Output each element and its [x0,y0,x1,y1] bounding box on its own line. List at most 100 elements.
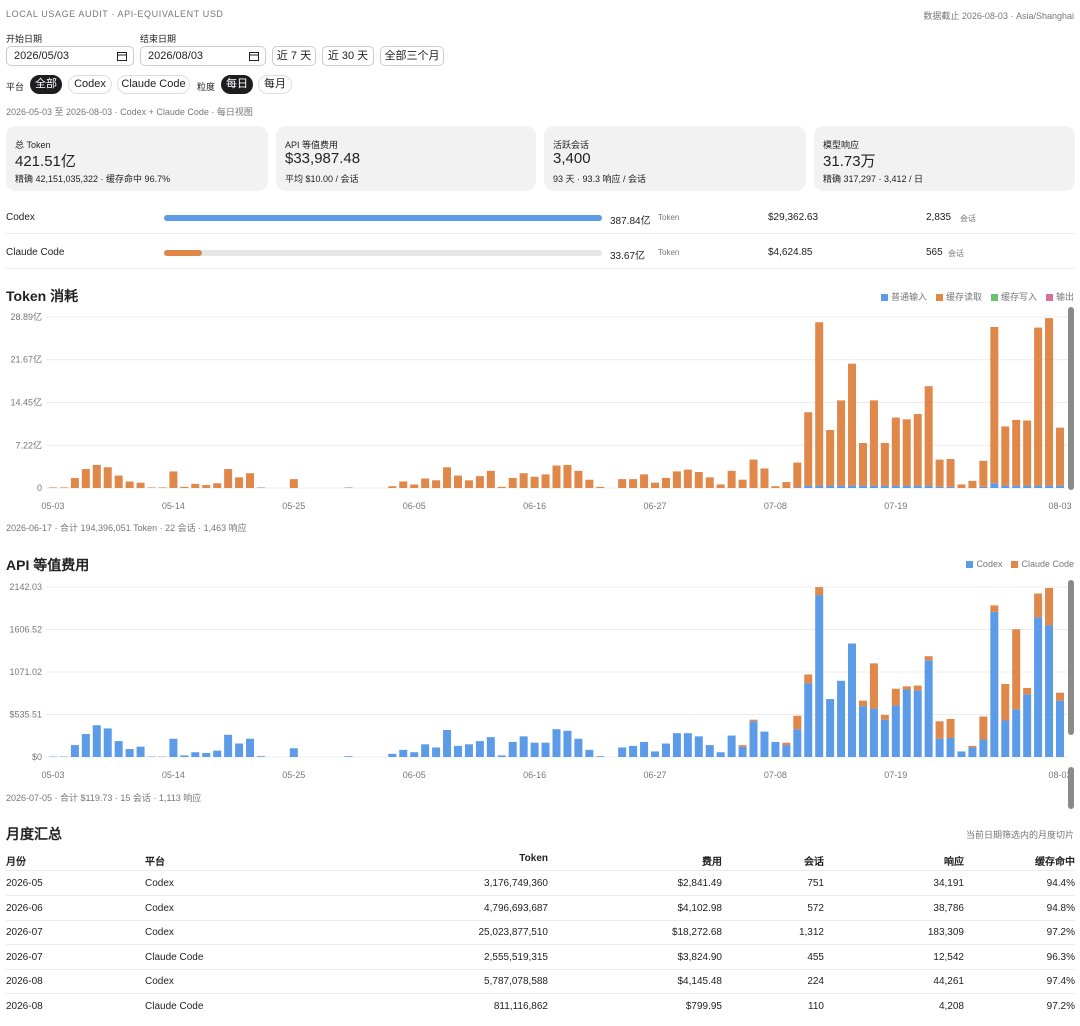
bar-segment [771,486,780,488]
bar-segment [902,686,911,690]
bar-segment [968,745,977,748]
bar-segment [837,485,846,488]
x-tick-label: 06-27 [643,770,666,780]
preset-button[interactable]: 全部三个月 [380,46,444,66]
bar-segment [180,755,189,757]
bar-segment [213,483,222,488]
bar-segment [815,595,824,757]
bar-segment [147,487,156,488]
legend-item: 缓存写入 [990,290,1037,303]
bar-segment [388,486,397,488]
x-tick-label: 05-25 [282,770,305,780]
table-cell: Claude Code [145,951,204,963]
monthly-note: 当前日期筛选内的月度切片 [965,830,1074,840]
x-tick-label: 06-16 [523,501,546,511]
bar-segment [202,753,211,757]
bar-segment [990,327,999,484]
bar-segment [1012,709,1021,757]
legend-item: 缓存读取 [935,290,982,303]
y-tick-label: 0 [37,483,42,493]
x-tick-label: 05-03 [41,770,64,780]
table-cell: 2026-06 [6,902,43,914]
bar-segment [224,734,233,757]
bar-segment [924,485,933,488]
table-cell: $3,824.90 [677,951,723,963]
granularity-pill[interactable]: 每日 [221,75,253,94]
bar-segment [672,733,681,757]
bar-segment [760,731,769,757]
bar-segment [70,477,79,488]
bar-segment [837,680,846,757]
bar-segment [486,470,495,488]
sessions: 2,835 [926,212,952,223]
bar-segment [1023,694,1032,757]
legend-label: 输出 [1055,292,1074,302]
platform-name: Codex [6,212,35,223]
x-tick-label: 05-03 [41,501,64,511]
bar-segment [990,611,999,757]
bar-segment [902,419,911,486]
platform-pill[interactable]: Claude Code [117,75,190,94]
platform-pill[interactable]: Codex [68,75,112,94]
bar-segment [1045,587,1054,626]
granularity-pill[interactable]: 每月 [258,75,292,94]
bar-segment [858,700,867,707]
bar-segment [464,744,473,757]
x-tick-label: 07-08 [764,501,787,511]
bar-segment [716,484,725,488]
x-tick-label: 05-14 [162,770,185,780]
legend-item: 输出 [1045,290,1074,303]
bar-segment [563,730,572,757]
header-separator [6,870,1075,871]
bar-fill [164,215,602,221]
row-separator [6,919,1075,921]
table-cell: 183,309 [927,927,964,939]
bar-segment [858,706,867,757]
bar-segment [541,742,550,757]
y-tick-label: 28.89亿 [10,311,42,322]
bar-segment [793,462,802,488]
bar-segment [136,482,145,488]
column-header: 会话 [804,857,824,868]
preset-button[interactable]: 近 7 天 [272,46,316,66]
bar-segment [880,719,889,757]
bar-segment [443,730,452,757]
table-cell: 97.2% [1046,927,1075,939]
table-cell: 12,542 [933,951,964,963]
bar-segment [443,467,452,488]
end-date: 2026/08/03 [148,50,204,62]
bar-segment [289,748,298,757]
y-tick-label: 7.22亿 [15,439,42,450]
table-cell: 94.8% [1046,902,1075,914]
bar-segment [1045,318,1054,486]
bar-segment [891,485,900,488]
bar-segment [1045,625,1054,757]
legend-swatch [880,294,888,301]
start-date-input[interactable]: 2026/05/03 [6,46,134,66]
preset-button[interactable]: 近 30 天 [322,46,374,66]
token-value: 33.67亿 [610,251,646,262]
platform-pill[interactable]: 全部 [30,75,62,94]
bar-segment [92,725,101,757]
bar-segment [1023,687,1032,695]
table-cell: 97.2% [1046,1001,1075,1012]
calendar-icon [249,52,259,61]
y-tick-label: 1071.02 [9,667,42,677]
bar-segment [92,464,101,488]
x-tick-label: 06-16 [523,770,546,780]
bar-segment [782,482,791,488]
bar-segment [749,459,758,488]
end-date-input[interactable]: 2026/08/03 [140,46,266,66]
card-label: 活跃会话 [553,140,590,150]
bar-segment [661,477,670,488]
x-tick-label: 08-03 [1048,770,1071,780]
bar-segment [738,479,747,488]
card-detail: 平均 $10.00 / 会话 [285,174,359,184]
bar-segment [1023,485,1032,488]
bar-segment [103,728,112,757]
bar-segment [640,741,649,757]
bar-segment [256,487,265,488]
token-unit: Token [658,213,680,222]
bar-segment [432,747,441,757]
legend-label: 缓存写入 [1000,292,1037,302]
